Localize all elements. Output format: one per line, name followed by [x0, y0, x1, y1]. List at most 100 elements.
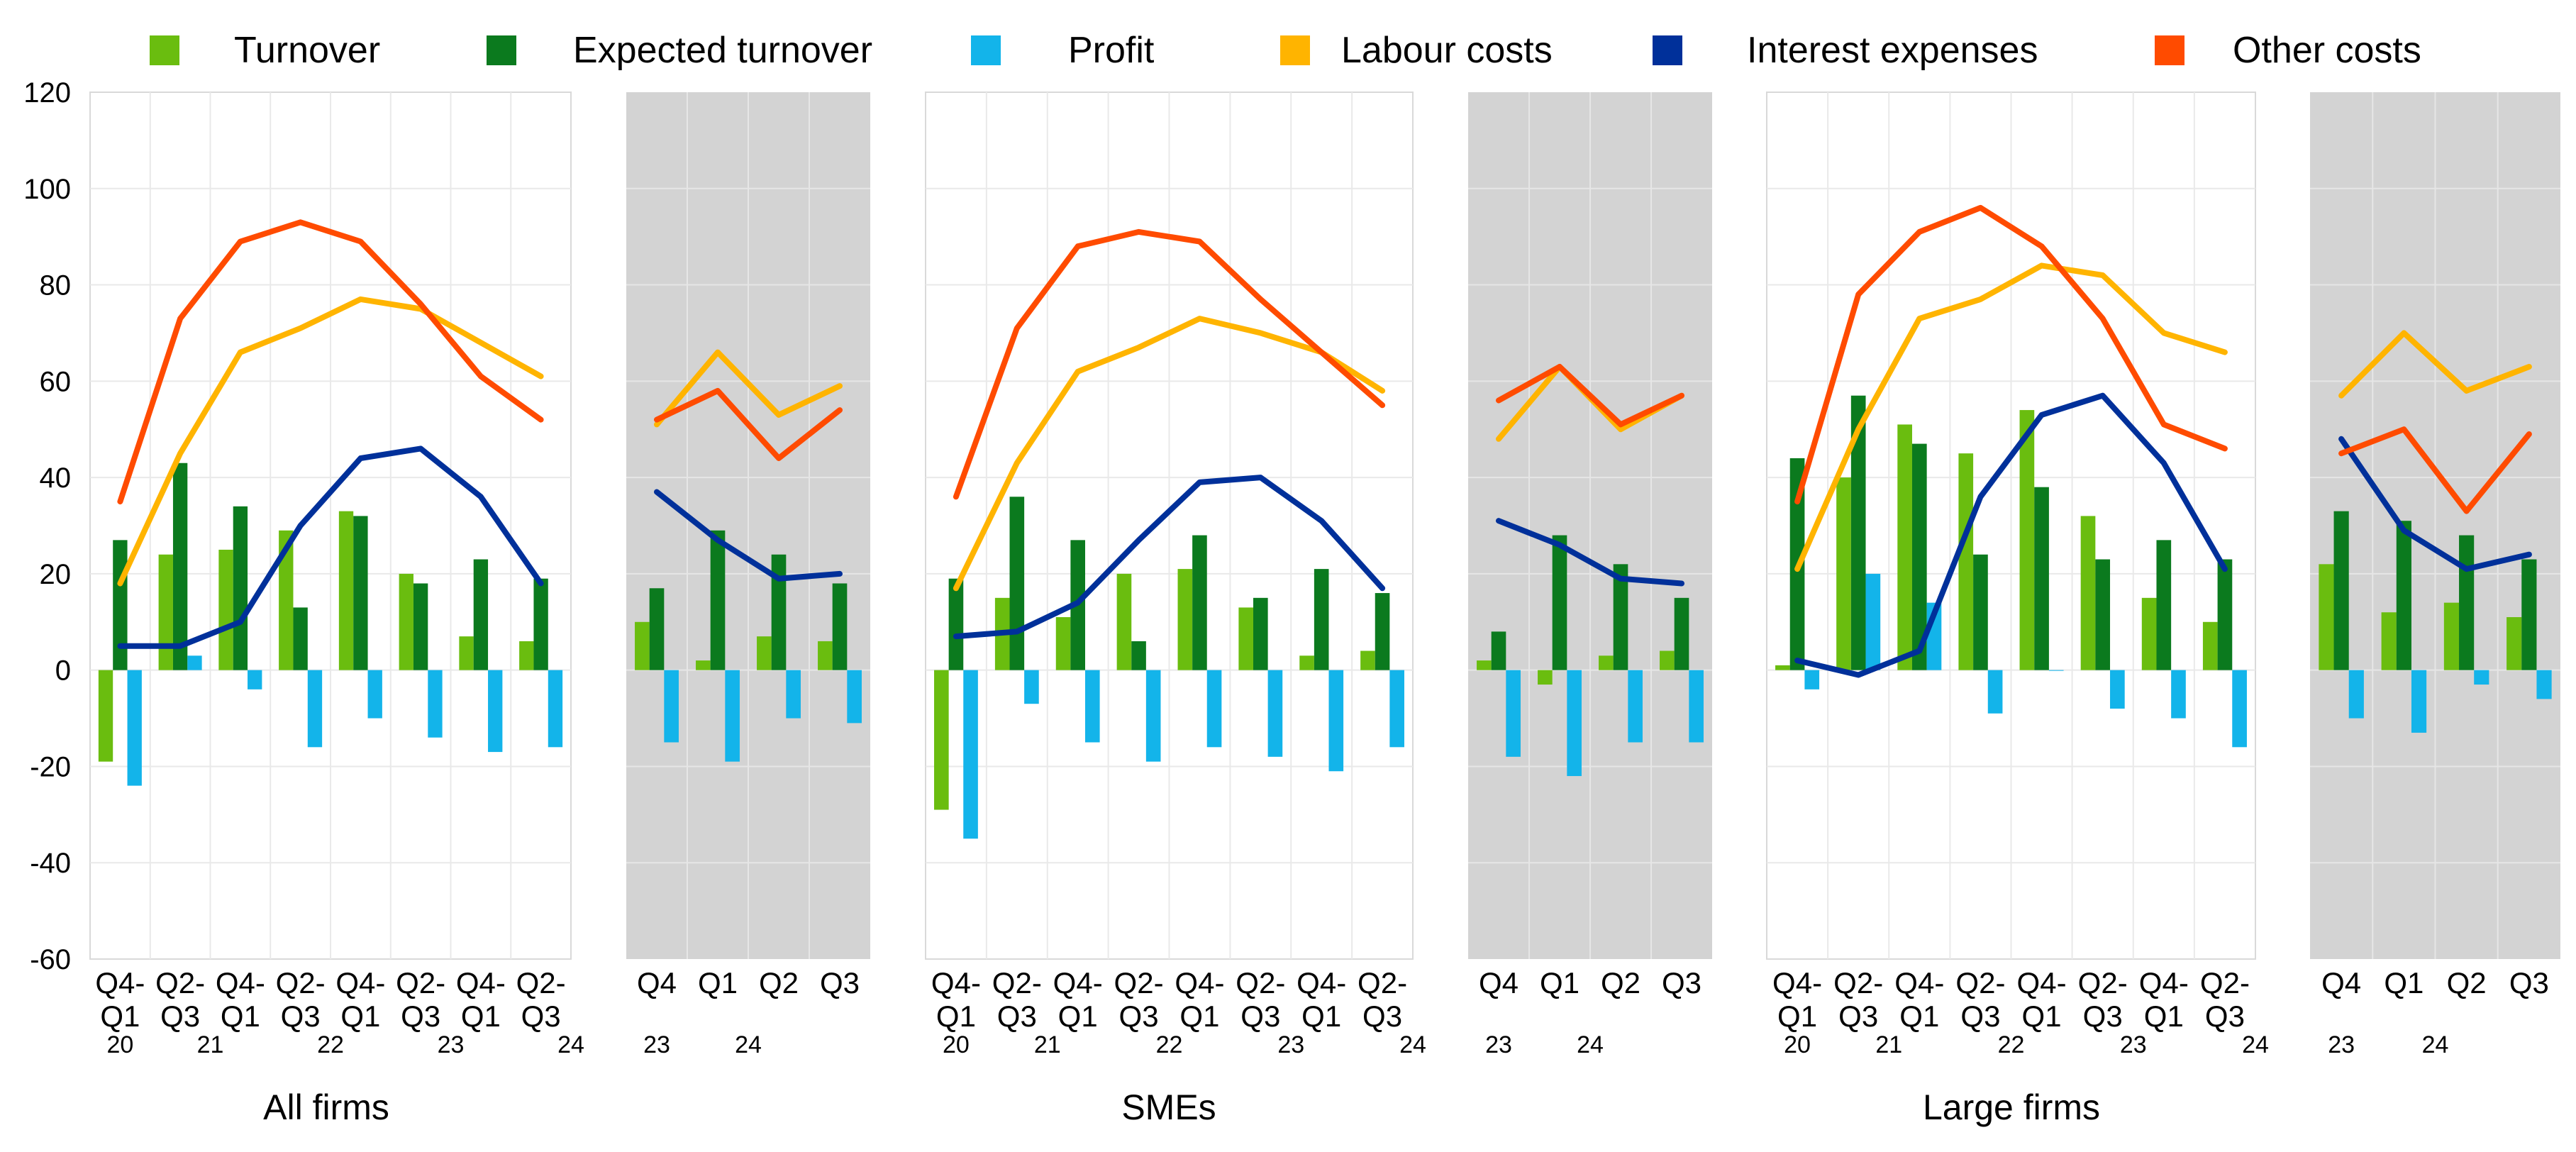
history-panel: Q4-Q1Q2-Q3Q4-Q1Q2-Q3Q4-Q1Q2-Q3Q4-Q1Q2-Q3… — [89, 92, 584, 1058]
bar-profit — [2411, 670, 2427, 733]
bar-turnover — [818, 641, 833, 670]
bar-expected-turnover — [1131, 641, 1146, 670]
x-tick-label: Q2- — [1114, 966, 1164, 999]
legend-swatch-profit — [971, 35, 1001, 65]
y-tick-label: 20 — [40, 559, 72, 590]
line-other-costs — [2338, 426, 2532, 514]
legend-label-other-costs: Other costs — [2233, 30, 2421, 71]
x-tick-label: Q2- — [1833, 966, 1883, 999]
bar-profit — [1084, 670, 1100, 743]
y-tick-label: 80 — [40, 270, 72, 301]
bar-turnover — [1177, 569, 1193, 670]
bar-turnover — [696, 660, 711, 670]
bar-profit — [187, 655, 202, 670]
bar-expected-turnover — [649, 588, 665, 670]
bar-turnover — [218, 549, 233, 670]
bar-expected-turnover — [2396, 521, 2411, 670]
bar-expected-turnover — [771, 554, 787, 670]
x-year-label: 22 — [1156, 1031, 1183, 1058]
group-all-firms: Q4-Q1Q2-Q3Q4-Q1Q2-Q3Q4-Q1Q2-Q3Q4-Q1Q2-Q3… — [89, 92, 870, 1127]
bar-expected-turnover — [413, 583, 428, 670]
x-tick-label: Q4- — [1894, 966, 1944, 999]
x-tick-label: Q3 — [1838, 999, 1878, 1033]
bar-turnover — [2506, 616, 2522, 670]
x-tick-label: Q4- — [1772, 966, 1822, 999]
bar-expected-turnover — [1552, 535, 1567, 670]
history-panel: Q4-Q1Q2-Q3Q4-Q1Q2-Q3Q4-Q1Q2-Q3Q4-Q1Q2-Q3… — [925, 92, 1426, 1058]
x-tick-label: Q3 — [1662, 966, 1701, 999]
bar-profit — [307, 670, 323, 748]
x-tick-label: Q3 — [2083, 999, 2123, 1033]
plot-panels: Q4-Q1Q2-Q3Q4-Q1Q2-Q3Q4-Q1Q2-Q3Q4-Q1Q2-Q3… — [89, 92, 2560, 1127]
bar-profit — [2048, 670, 2064, 671]
x-year-label: 23 — [1485, 1031, 1512, 1058]
bar-expected-turnover — [1674, 597, 1689, 670]
bar-profit — [1328, 670, 1344, 772]
legend-swatch-turnover — [150, 35, 179, 65]
bar-turnover — [519, 641, 534, 670]
line-labour-costs — [654, 349, 843, 428]
x-tick-label: Q2- — [1358, 966, 1407, 999]
x-year-label: 20 — [1784, 1031, 1811, 1058]
legend-label-interest-expenses: Interest expenses — [1747, 30, 2038, 71]
forecast-panel: Q4 Q1 Q2 Q3 23 24 — [1468, 92, 1712, 1058]
bar-profit — [963, 670, 978, 839]
bar-profit — [2232, 670, 2247, 748]
y-tick-label: 100 — [23, 174, 71, 205]
line-interest-expenses — [117, 445, 544, 649]
forecast-panel: Q4 Q1 Q2 Q3 23 24 — [626, 92, 870, 1058]
x-year-label: 23 — [2328, 1031, 2355, 1058]
bar-turnover — [1775, 665, 1790, 670]
forecast-panel: Q4 Q1 Q2 Q3 23 24 — [2310, 92, 2560, 1058]
bar-profit — [488, 670, 503, 753]
bar-profit — [1628, 670, 1643, 743]
x-tick-label: Q1 — [1540, 966, 1580, 999]
bar-expected-turnover — [1613, 564, 1628, 670]
bar-turnover — [2202, 621, 2218, 670]
x-tick-label: Q1 — [2144, 999, 2184, 1033]
bar-turnover — [1836, 477, 1851, 670]
y-tick-label: 0 — [55, 655, 71, 687]
y-tick-label: -60 — [30, 944, 71, 975]
bar-turnover — [757, 636, 772, 670]
bar-expected-turnover — [353, 516, 368, 670]
y-axis: -60 -40 -20 0 20 40 60 80 100 120 — [23, 77, 71, 975]
line-interest-expenses — [1794, 392, 2228, 678]
x-tick-label: Q1 — [461, 999, 501, 1033]
x-tick-label: Q3 — [1240, 999, 1280, 1033]
x-year-label: 23 — [643, 1031, 670, 1058]
bar-turnover — [1299, 655, 1314, 670]
bar-profit — [548, 670, 563, 748]
group-title: SMEs — [1121, 1087, 1216, 1127]
bar-turnover — [2443, 602, 2460, 670]
x-year-label: 24 — [735, 1031, 762, 1058]
bar-profit — [725, 670, 740, 762]
bar-turnover — [1897, 424, 1912, 670]
line-labour-costs — [1794, 262, 2228, 572]
bar-turnover — [934, 670, 949, 810]
bar-profit — [428, 670, 443, 738]
legend-swatch-interest-expenses — [1653, 35, 1682, 65]
y-tick-label: 60 — [40, 366, 72, 397]
bar-profit — [1506, 670, 1521, 757]
group-title: Large firms — [1923, 1087, 2100, 1127]
x-year-label: 24 — [2422, 1031, 2449, 1058]
bar-turnover — [2019, 410, 2035, 670]
legend-label-expected-turnover: Expected turnover — [573, 30, 872, 71]
x-year-label: 22 — [317, 1031, 344, 1058]
line-interest-expenses — [1496, 518, 1684, 587]
x-year-label: 21 — [1034, 1031, 1061, 1058]
line-other-costs — [1496, 364, 1684, 428]
bar-expected-turnover — [533, 578, 548, 670]
line-other-costs — [117, 219, 544, 505]
bar-turnover — [1477, 660, 1492, 670]
bar-profit — [1865, 573, 1881, 670]
bar-turnover — [98, 670, 113, 762]
bar-expected-turnover — [2095, 559, 2111, 670]
x-tick-label: Q3 — [521, 999, 561, 1033]
x-tick-label: Q2- — [2200, 966, 2250, 999]
x-tick-label: Q4- — [1175, 966, 1224, 999]
bar-turnover — [399, 573, 413, 670]
x-tick-label: Q4- — [2139, 966, 2189, 999]
